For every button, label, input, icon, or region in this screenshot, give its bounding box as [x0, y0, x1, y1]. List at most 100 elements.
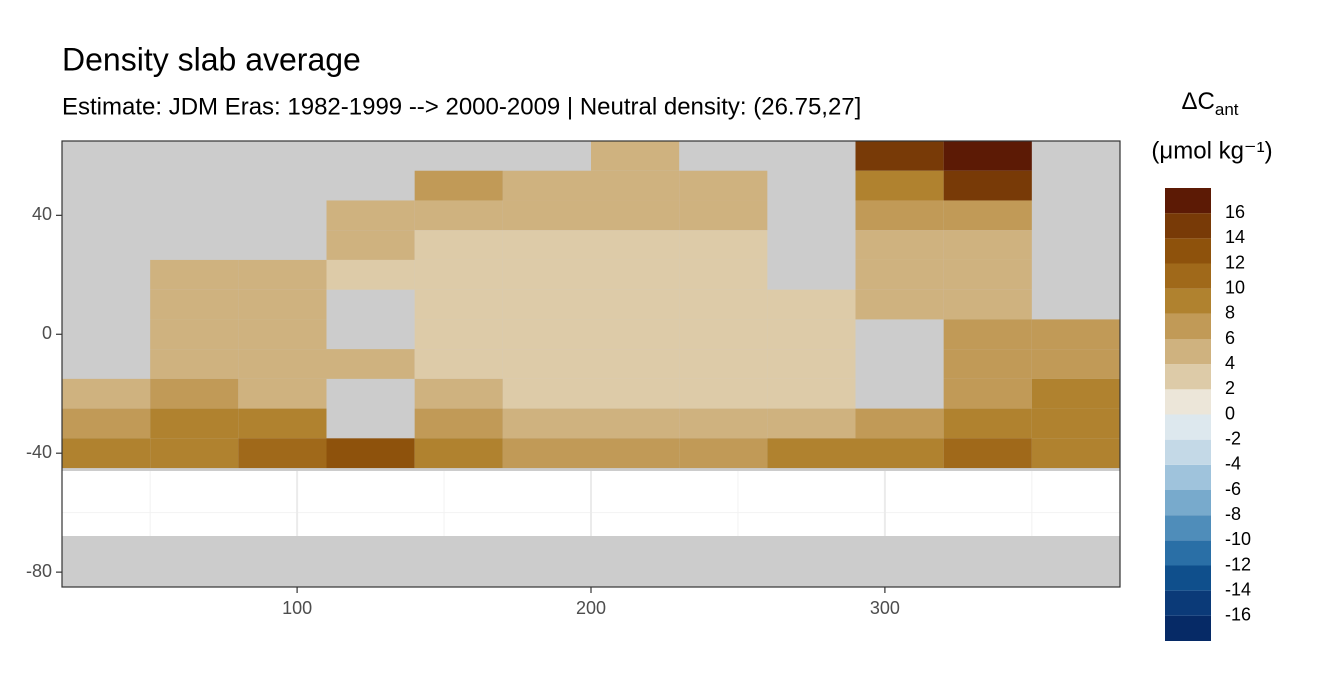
cell	[326, 438, 415, 469]
cell	[1031, 408, 1120, 439]
legend-swatch	[1165, 515, 1211, 541]
cell	[62, 438, 151, 469]
cell	[326, 349, 415, 379]
cell	[679, 438, 768, 469]
cell	[767, 408, 856, 439]
cell	[767, 349, 856, 379]
cell	[591, 259, 680, 290]
cell	[679, 259, 768, 290]
plot-area	[61, 140, 1121, 588]
legend-swatch	[1165, 590, 1211, 616]
y-tick-label: -40	[26, 442, 52, 462]
cell	[238, 319, 327, 350]
cell	[414, 438, 503, 469]
legend-swatch	[1165, 389, 1211, 415]
legend-label: -16	[1225, 605, 1251, 625]
cell	[1031, 378, 1120, 409]
cell	[414, 289, 503, 320]
cell	[591, 349, 680, 379]
cell	[502, 408, 591, 439]
chart-title: Density slab average	[62, 41, 361, 77]
cell	[767, 319, 856, 350]
cell	[591, 200, 680, 231]
cell	[943, 170, 1032, 201]
cell	[943, 230, 1032, 260]
legend-label: -4	[1225, 454, 1241, 474]
cell	[679, 319, 768, 350]
cell	[855, 438, 944, 469]
cell	[502, 289, 591, 320]
cell	[62, 408, 151, 439]
cell	[855, 200, 944, 231]
chart-subtitle: Estimate: JDM Eras: 1982-1999 --> 2000-2…	[62, 93, 861, 120]
legend-label: -6	[1225, 479, 1241, 499]
cell	[1031, 349, 1120, 379]
cell	[150, 408, 239, 439]
legend-swatch	[1165, 565, 1211, 591]
cell	[943, 141, 1032, 171]
cell	[591, 141, 680, 171]
legend-swatch	[1165, 414, 1211, 440]
legend-swatch	[1165, 490, 1211, 516]
cell	[502, 349, 591, 379]
cell	[502, 200, 591, 231]
legend-label: 12	[1225, 252, 1245, 272]
legend-swatch	[1165, 364, 1211, 390]
antarctica	[62, 536, 1120, 587]
cell	[943, 200, 1032, 231]
cell	[943, 259, 1032, 290]
legend-label: -14	[1225, 579, 1251, 599]
cell	[943, 319, 1032, 350]
cell	[150, 259, 239, 290]
cell	[855, 259, 944, 290]
legend-swatch	[1165, 439, 1211, 465]
y-tick-label: -80	[26, 561, 52, 581]
x-tick-label: 200	[576, 598, 606, 618]
cell	[679, 378, 768, 409]
legend-label: -8	[1225, 504, 1241, 524]
cell	[943, 378, 1032, 409]
cell	[414, 170, 503, 201]
cell	[943, 438, 1032, 469]
cell	[679, 230, 768, 260]
y-tick-label: 40	[32, 204, 52, 224]
legend-swatch	[1165, 615, 1211, 641]
cell	[591, 438, 680, 469]
cell	[238, 408, 327, 439]
cell	[238, 289, 327, 320]
x-tick-label: 300	[870, 598, 900, 618]
cell	[326, 259, 415, 290]
cell	[855, 289, 944, 320]
cell	[502, 230, 591, 260]
cell	[62, 378, 151, 409]
legend-label: 16	[1225, 202, 1245, 222]
legend-swatch	[1165, 339, 1211, 365]
cell	[326, 200, 415, 231]
cell	[326, 230, 415, 260]
cell	[1031, 438, 1120, 469]
legend-label: 4	[1225, 353, 1235, 373]
legend-title-main: ΔC	[1181, 88, 1214, 115]
cell	[502, 259, 591, 290]
cell	[679, 170, 768, 201]
cell	[767, 289, 856, 320]
cell	[414, 200, 503, 231]
legend-swatch	[1165, 313, 1211, 339]
cell	[414, 259, 503, 290]
legend-label: 0	[1225, 403, 1235, 423]
cell	[679, 289, 768, 320]
cell	[502, 319, 591, 350]
cell	[767, 378, 856, 409]
cell	[943, 349, 1032, 379]
cell	[502, 378, 591, 409]
legend-label: 2	[1225, 378, 1235, 398]
cell	[414, 319, 503, 350]
cell	[502, 438, 591, 469]
cell	[150, 319, 239, 350]
legend-swatch	[1165, 288, 1211, 314]
cell	[943, 408, 1032, 439]
cell	[238, 378, 327, 409]
cell	[591, 378, 680, 409]
legend-label: -12	[1225, 554, 1251, 574]
